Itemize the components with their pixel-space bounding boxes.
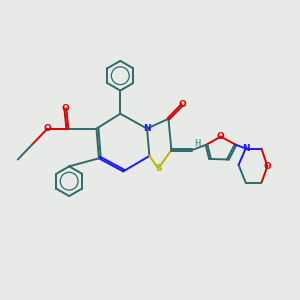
Text: O: O <box>178 100 186 109</box>
Text: O: O <box>44 124 51 133</box>
Text: S: S <box>155 164 162 173</box>
Text: N: N <box>242 144 250 153</box>
Text: H: H <box>194 139 201 148</box>
Text: O: O <box>61 104 69 113</box>
Text: O: O <box>263 162 271 171</box>
Text: O: O <box>217 132 225 141</box>
Text: N: N <box>143 124 151 133</box>
